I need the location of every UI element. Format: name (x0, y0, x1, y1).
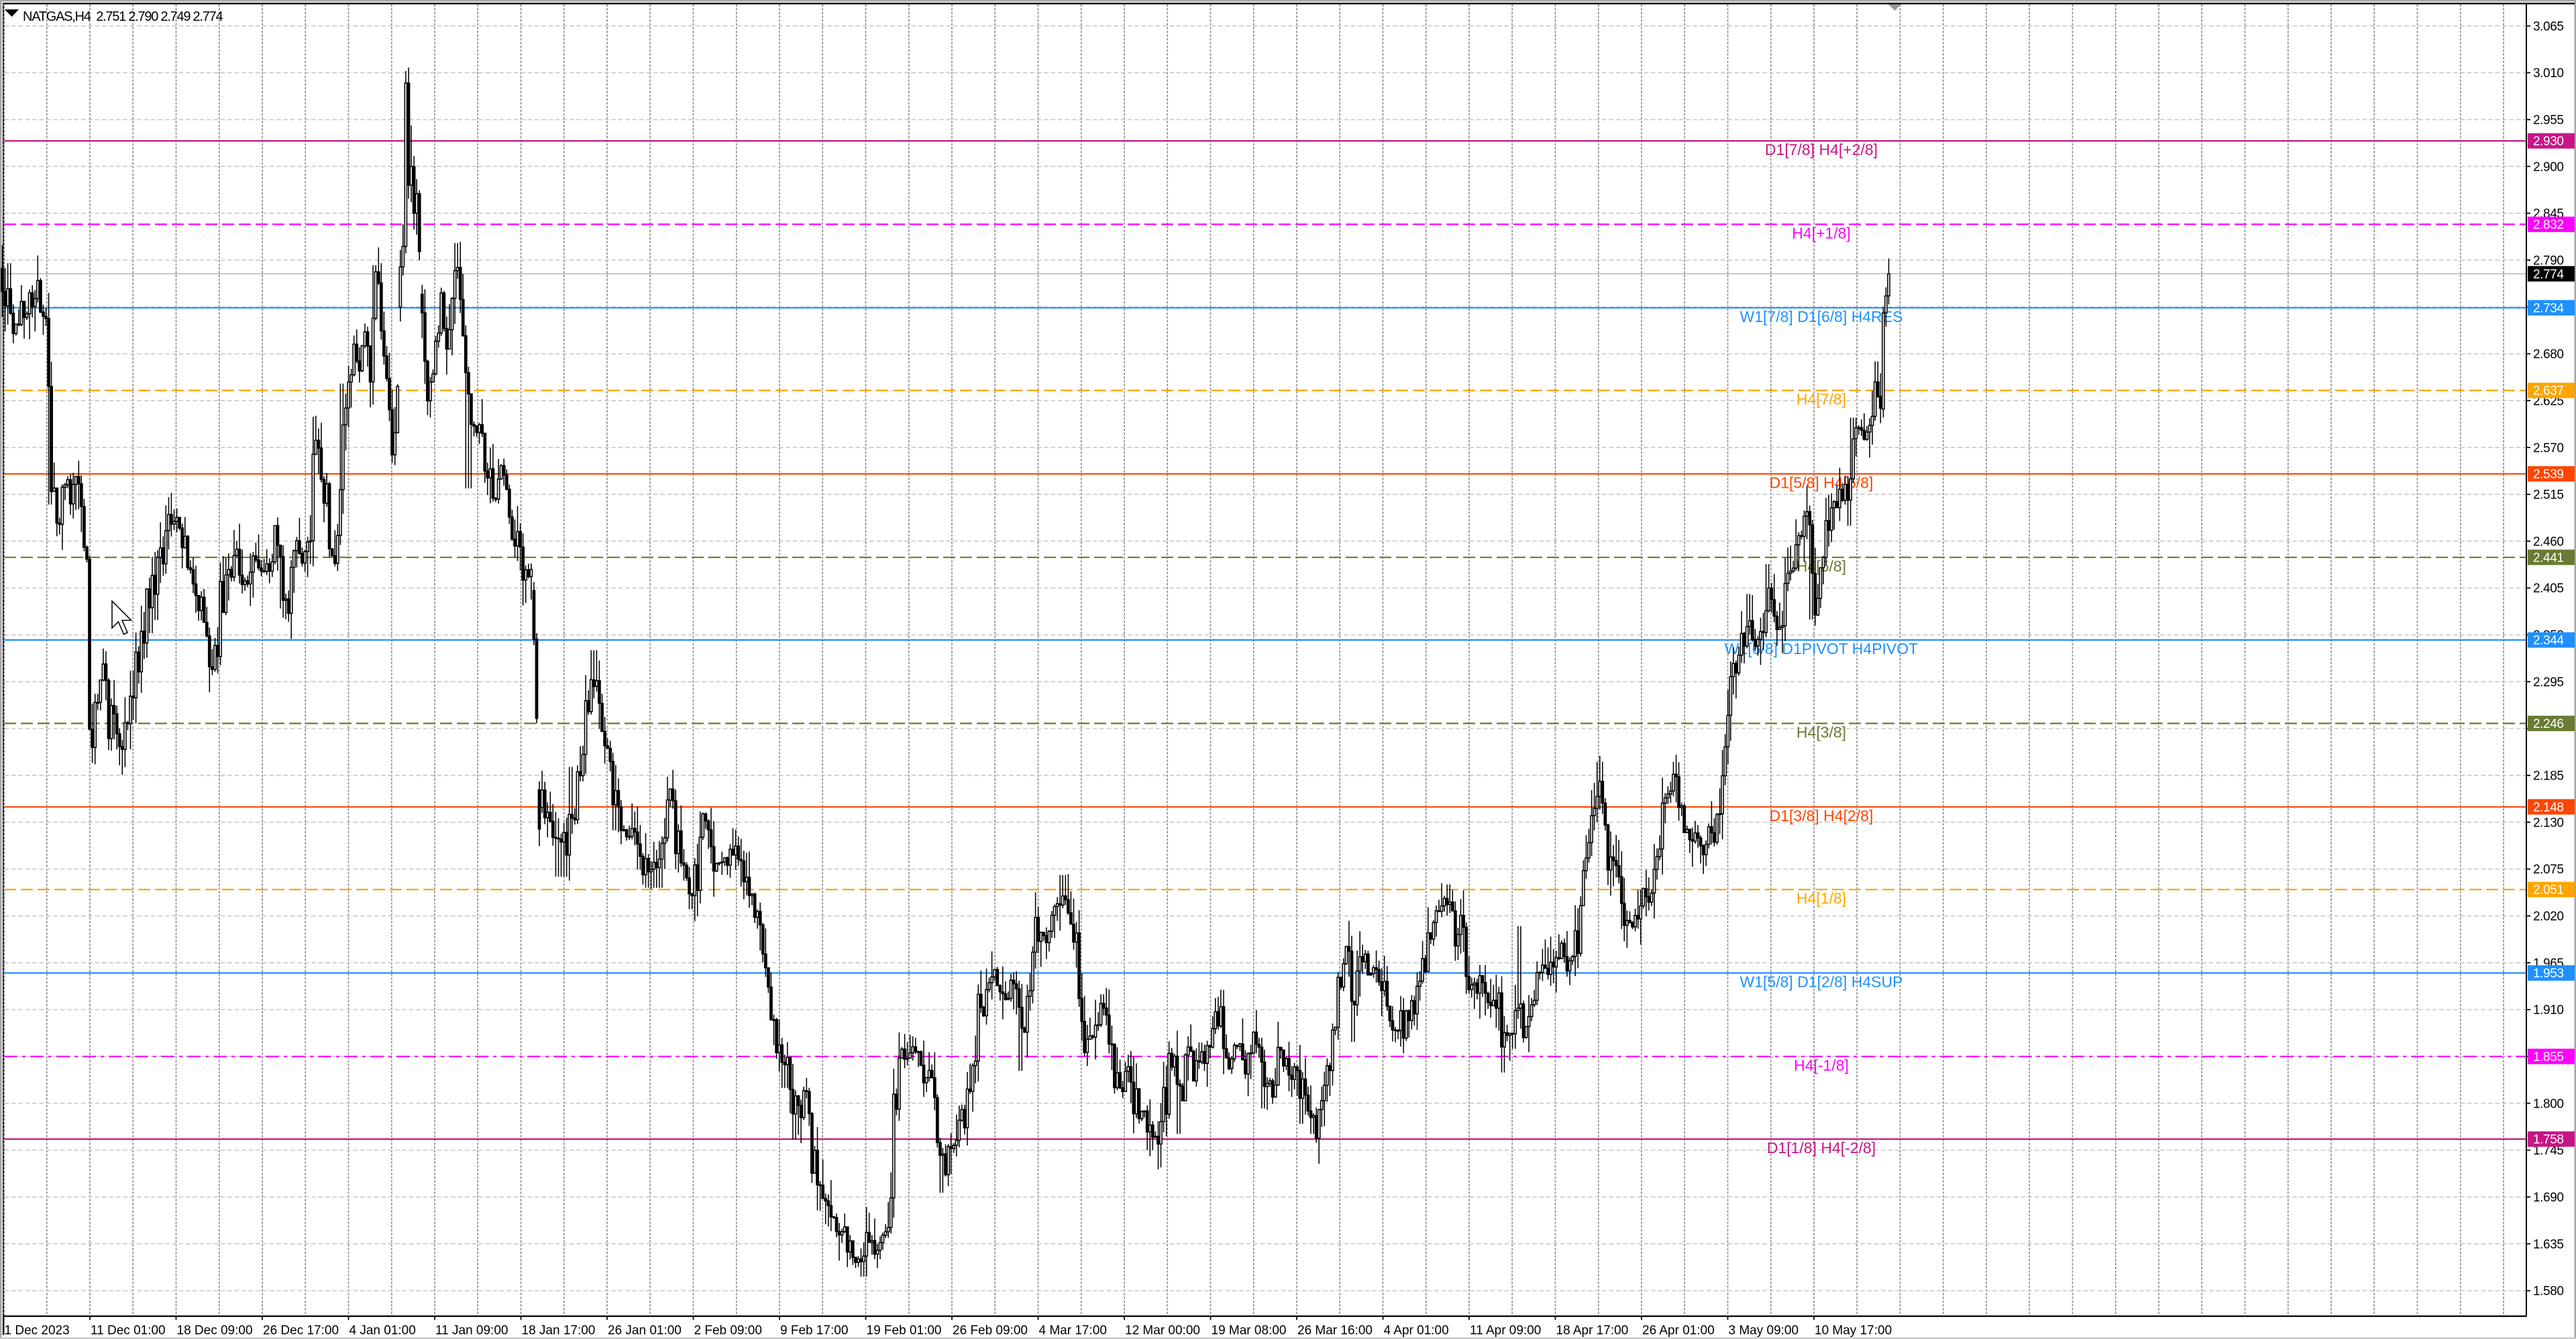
svg-text:2.020: 2.020 (2533, 910, 2564, 924)
svg-text:W1[5/8] D1[2/8] H4SUP: W1[5/8] D1[2/8] H4SUP (1740, 973, 1903, 990)
svg-text:D1[1/8] H4[-2/8]: D1[1/8] H4[-2/8] (1767, 1139, 1876, 1157)
svg-text:2.539: 2.539 (2533, 468, 2564, 482)
svg-text:18 Dec 09:00: 18 Dec 09:00 (177, 1324, 253, 1338)
svg-text:3.010: 3.010 (2533, 66, 2564, 81)
svg-text:1.800: 1.800 (2533, 1097, 2564, 1111)
svg-text:26 Feb 09:00: 26 Feb 09:00 (953, 1324, 1028, 1338)
svg-text:D1[5/8] H4[6/8]: D1[5/8] H4[6/8] (1770, 474, 1874, 491)
svg-text:2.148: 2.148 (2533, 801, 2564, 815)
svg-text:1.910: 1.910 (2533, 1004, 2564, 1018)
svg-text:2.955: 2.955 (2533, 113, 2564, 127)
svg-text:2.130: 2.130 (2533, 816, 2564, 830)
svg-text:18 Jan 17:00: 18 Jan 17:00 (522, 1324, 596, 1338)
svg-text:2.075: 2.075 (2533, 863, 2564, 877)
svg-text:2.680: 2.680 (2533, 347, 2564, 362)
svg-text:H4[3/8]: H4[3/8] (1796, 723, 1846, 741)
svg-text:18 Apr 17:00: 18 Apr 17:00 (1556, 1324, 1629, 1338)
svg-text:11 Jan 09:00: 11 Jan 09:00 (435, 1324, 508, 1338)
svg-text:19 Mar 08:00: 19 Mar 08:00 (1212, 1324, 1287, 1338)
svg-text:26 Dec 17:00: 26 Dec 17:00 (263, 1324, 339, 1338)
svg-text:D1[7/8] H4[+2/8]: D1[7/8] H4[+2/8] (1765, 141, 1878, 158)
svg-text:2.930: 2.930 (2533, 135, 2564, 149)
svg-text:2.774: 2.774 (2533, 268, 2564, 282)
svg-text:26 Apr 01:00: 26 Apr 01:00 (1642, 1324, 1715, 1338)
svg-text:9 Feb 17:00: 9 Feb 17:00 (780, 1324, 848, 1338)
svg-text:4 Mar 17:00: 4 Mar 17:00 (1039, 1324, 1107, 1338)
svg-text:1.690: 1.690 (2533, 1191, 2564, 1205)
svg-text:3.065: 3.065 (2533, 19, 2564, 34)
svg-text:10 May 17:00: 10 May 17:00 (1815, 1324, 1892, 1338)
svg-text:2.246: 2.246 (2533, 717, 2564, 731)
svg-text:2 Feb 09:00: 2 Feb 09:00 (694, 1324, 762, 1338)
svg-text:2.460: 2.460 (2533, 535, 2564, 549)
svg-text:1.580: 1.580 (2533, 1285, 2564, 1299)
svg-text:H4[7/8]: H4[7/8] (1796, 390, 1846, 408)
svg-text:11 Apr 09:00: 11 Apr 09:00 (1470, 1324, 1541, 1338)
svg-text:1.758: 1.758 (2533, 1133, 2564, 1147)
svg-text:12 Mar 00:00: 12 Mar 00:00 (1125, 1324, 1200, 1338)
svg-text:2.405: 2.405 (2533, 582, 2564, 596)
svg-text:1.953: 1.953 (2533, 967, 2564, 981)
svg-text:19 Feb 01:00: 19 Feb 01:00 (867, 1324, 942, 1338)
svg-text:3 May 09:00: 3 May 09:00 (1729, 1324, 1799, 1338)
svg-text:2.441: 2.441 (2533, 551, 2564, 566)
svg-text:1.855: 1.855 (2533, 1051, 2564, 1065)
svg-text:1.745: 1.745 (2533, 1144, 2564, 1158)
svg-text:26 Mar 16:00: 26 Mar 16:00 (1297, 1324, 1373, 1338)
svg-text:11 Dec 01:00: 11 Dec 01:00 (91, 1324, 166, 1338)
svg-text:H4[-1/8]: H4[-1/8] (1794, 1057, 1849, 1074)
svg-text:NATGAS,H4 2.751 2.790 2.749 2: NATGAS,H4 2.751 2.790 2.749 2.774 (23, 9, 223, 24)
svg-text:2.295: 2.295 (2533, 676, 2564, 690)
svg-text:2.832: 2.832 (2533, 218, 2564, 232)
svg-text:H4[1/8]: H4[1/8] (1796, 890, 1846, 907)
svg-text:4 Jan 01:00: 4 Jan 01:00 (350, 1324, 416, 1338)
svg-text:2.185: 2.185 (2533, 769, 2564, 784)
svg-text:D1[3/8] H4[2/8]: D1[3/8] H4[2/8] (1770, 807, 1874, 824)
svg-text:2.734: 2.734 (2533, 302, 2564, 316)
svg-text:2.344: 2.344 (2533, 634, 2564, 648)
svg-text:H4[+1/8]: H4[+1/8] (1792, 224, 1851, 242)
svg-text:4 Apr 01:00: 4 Apr 01:00 (1384, 1324, 1449, 1338)
svg-text:26 Jan 01:00: 26 Jan 01:00 (608, 1324, 682, 1338)
svg-text:2.051: 2.051 (2533, 883, 2564, 898)
svg-text:2.790: 2.790 (2533, 254, 2564, 268)
svg-text:1 Dec 2023: 1 Dec 2023 (5, 1324, 70, 1338)
svg-text:2.570: 2.570 (2533, 441, 2564, 456)
svg-text:2.900: 2.900 (2533, 160, 2564, 174)
svg-text:2.637: 2.637 (2533, 384, 2564, 398)
svg-text:1.635: 1.635 (2533, 1238, 2564, 1252)
svg-text:2.515: 2.515 (2533, 488, 2564, 502)
svg-text:W1[7/8] D1[6/8] H4RES: W1[7/8] D1[6/8] H4RES (1740, 308, 1903, 325)
